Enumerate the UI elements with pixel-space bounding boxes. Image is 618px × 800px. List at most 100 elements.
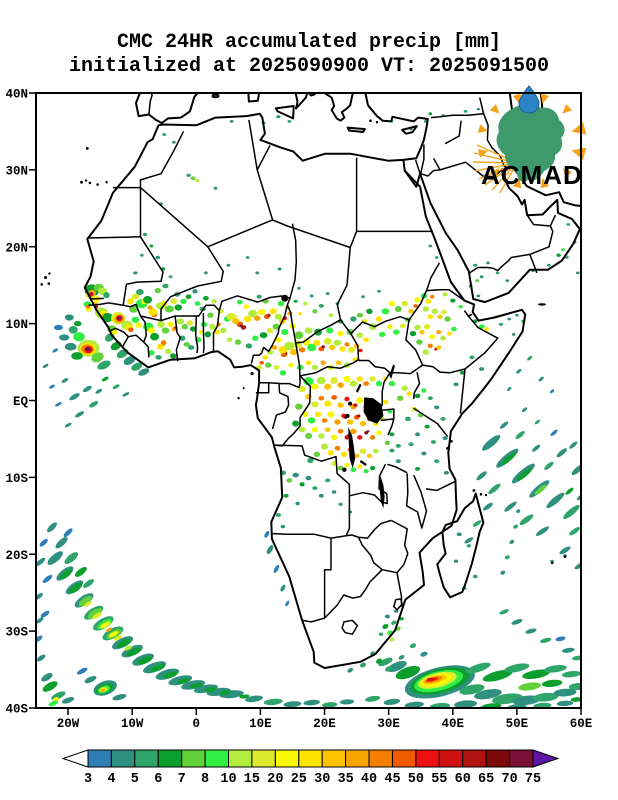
precip-cell xyxy=(576,493,581,501)
precip-cell xyxy=(495,271,500,275)
precip-cell xyxy=(507,387,512,391)
lat-label: 20S xyxy=(5,549,28,563)
precip-cell xyxy=(337,382,344,388)
precip-cell xyxy=(501,452,516,465)
precip-cell xyxy=(168,275,173,279)
precip-cell xyxy=(409,643,417,649)
precip-cell xyxy=(535,526,550,536)
precip-cell xyxy=(473,574,478,579)
precip-cell xyxy=(298,427,306,433)
precip-cell xyxy=(148,308,158,316)
precip-cell xyxy=(62,696,75,704)
orbit-arrow-icon xyxy=(512,178,522,189)
precip-cell xyxy=(440,335,446,341)
lon-label: 30E xyxy=(377,717,400,731)
precip-cell xyxy=(229,120,234,123)
precip-cell xyxy=(375,380,383,387)
precip-cell xyxy=(52,348,59,353)
precip-cell xyxy=(522,669,551,680)
precip-cell xyxy=(305,360,312,366)
colorbar-tick-label: 15 xyxy=(244,772,260,787)
precip-cell xyxy=(479,367,485,371)
precip-cell xyxy=(561,670,581,678)
precip-cell xyxy=(453,559,459,563)
precip-cell xyxy=(226,263,231,267)
precip-cell xyxy=(504,663,530,673)
precip-cell xyxy=(245,256,250,259)
precip-cell xyxy=(64,422,72,428)
precip-cell xyxy=(76,667,88,675)
precip-cell xyxy=(299,482,305,487)
precip-cell xyxy=(556,253,561,257)
precip-cell xyxy=(395,444,401,448)
precip-cell xyxy=(511,619,523,625)
orbit-arrow-icon xyxy=(489,168,500,178)
precip-cell xyxy=(170,298,178,305)
precip-cell xyxy=(413,304,418,308)
precip-cell xyxy=(356,312,363,318)
precip-cell xyxy=(155,255,160,260)
precip-cell xyxy=(366,453,372,459)
precip-cell xyxy=(516,509,521,514)
precip-cell xyxy=(150,332,160,341)
precip-cell xyxy=(356,414,361,418)
precip-cell xyxy=(64,314,74,321)
precip-cell xyxy=(284,341,295,351)
precip-cell xyxy=(327,411,335,418)
precip-cell xyxy=(463,110,468,113)
precip-cell xyxy=(414,467,421,471)
precip-cell xyxy=(137,656,153,665)
precip-cell xyxy=(307,417,316,424)
precip-cell xyxy=(434,459,440,464)
precip-cell xyxy=(283,493,289,498)
precip-cell xyxy=(188,345,195,350)
precip-cell xyxy=(442,436,448,441)
precip-cell xyxy=(344,462,350,468)
colorbar-segment xyxy=(345,749,370,768)
precip-cell xyxy=(257,309,266,316)
precip-cell xyxy=(119,316,121,319)
precip-cell xyxy=(91,352,104,363)
precip-cell xyxy=(297,286,301,290)
precip-cell xyxy=(321,345,326,349)
precip-cell xyxy=(421,388,427,393)
lat-label: 10N xyxy=(5,318,28,332)
precip-cell xyxy=(429,702,451,708)
precip-cell xyxy=(311,364,319,371)
precip-cell xyxy=(157,320,165,328)
precip-cell xyxy=(100,621,111,629)
precip-cell xyxy=(443,470,449,475)
precip-cell xyxy=(174,304,183,311)
water-drop-icon xyxy=(518,85,540,114)
precip-cell xyxy=(283,701,302,708)
precip-cell xyxy=(41,673,53,682)
precip-cell xyxy=(566,223,571,226)
colorbar-tick-label: 7 xyxy=(178,772,186,787)
precip-cell xyxy=(320,360,326,366)
precip-cell xyxy=(131,316,140,323)
precip-cell xyxy=(401,385,408,391)
precip-cell xyxy=(353,453,360,459)
precip-cell xyxy=(155,355,162,360)
precip-cell xyxy=(73,332,85,342)
precip-cell xyxy=(458,305,463,309)
precip-cell xyxy=(266,313,271,317)
precip-cell xyxy=(387,324,393,329)
precip-cell xyxy=(565,256,569,259)
colorbar-tick-label: 45 xyxy=(384,772,400,787)
precip-cell xyxy=(150,664,166,672)
precip-cell xyxy=(375,658,383,664)
precip-cell xyxy=(326,327,334,334)
precip-cell xyxy=(102,312,113,323)
precip-cell xyxy=(324,427,331,433)
orbit-arrow-icon xyxy=(540,93,550,104)
precip-cell xyxy=(555,636,566,642)
precip-cell xyxy=(328,313,334,318)
precip-cell xyxy=(382,623,389,630)
precip-cell xyxy=(83,579,95,588)
precip-cell xyxy=(426,677,433,680)
precip-cell xyxy=(256,294,262,299)
precip-cell xyxy=(454,700,478,708)
precip-cell xyxy=(55,537,68,549)
